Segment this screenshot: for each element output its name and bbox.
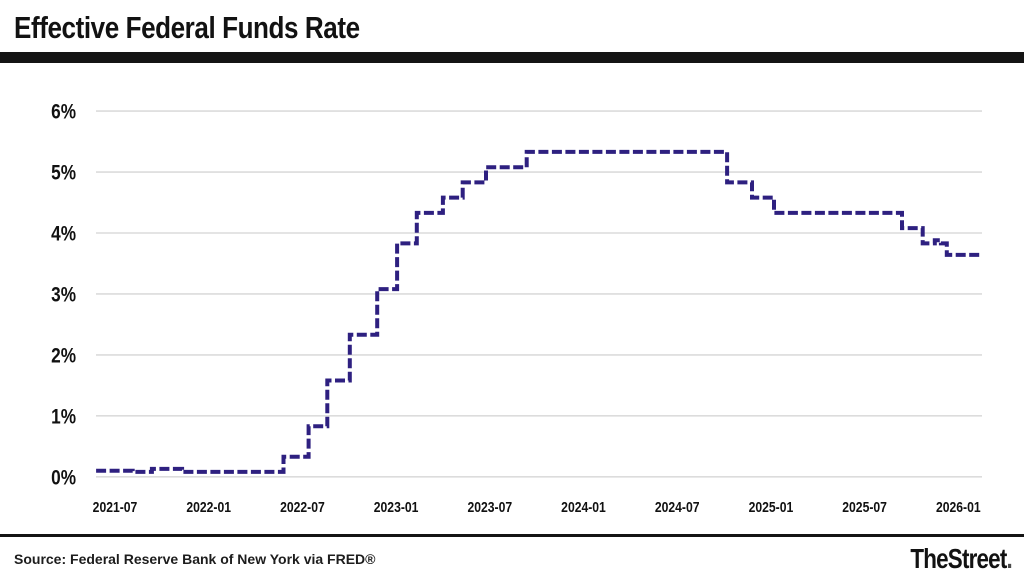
y-tick-label-0pct: 0% (51, 467, 76, 490)
source-attribution: Source: Federal Reserve Bank of New York… (14, 550, 376, 567)
x-tick-label-2021-07: 2021-07 (93, 499, 138, 515)
x-tick-label-2025-07: 2025-07 (842, 499, 887, 515)
page-title: Effective Federal Funds Rate (14, 10, 360, 45)
footer: Source: Federal Reserve Bank of New York… (0, 541, 1024, 576)
thestreet-logo: TheStreet. (910, 543, 1012, 575)
thestreet-logo-period: . (1006, 542, 1013, 574)
x-tick-label-2025-01: 2025-01 (749, 499, 794, 515)
x-tick-label-2024-07: 2024-07 (655, 499, 700, 515)
x-tick-label-2022-07: 2022-07 (280, 499, 325, 515)
x-tick-label-2024-01: 2024-01 (561, 499, 606, 515)
y-tick-label-2pct: 2% (51, 345, 76, 368)
title-divider-bar (0, 52, 1024, 63)
x-tick-label-2022-01: 2022-01 (186, 499, 231, 515)
effective-federal-funds-rate-line (96, 149, 982, 474)
footer-divider-line (0, 534, 1024, 537)
x-tick-label-2026-01: 2026-01 (936, 499, 981, 515)
y-tick-label-1pct: 1% (51, 406, 76, 429)
y-tick-label-3pct: 3% (51, 284, 76, 307)
x-tick-label-2023-01: 2023-01 (374, 499, 419, 515)
x-tick-label-2023-07: 2023-07 (467, 499, 512, 515)
y-tick-label-4pct: 4% (51, 223, 76, 246)
thestreet-logo-text: TheStreet (910, 542, 1007, 574)
y-tick-label-5pct: 5% (51, 162, 76, 185)
y-tick-label-6pct: 6% (51, 101, 76, 124)
